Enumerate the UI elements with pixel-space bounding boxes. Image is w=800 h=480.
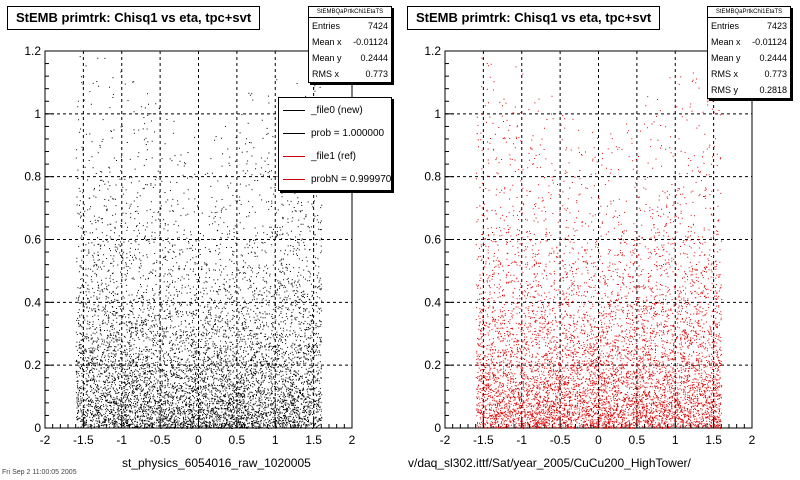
- scatter-point-set: [475, 54, 723, 430]
- legend-swatch: [283, 178, 305, 180]
- plot-title: StEMB primtrk: Chisq1 vs eta, tpc+svt: [7, 6, 261, 30]
- x-tick-label: -1.5: [473, 433, 494, 447]
- stats-value: 0.773: [764, 69, 787, 79]
- y-tick-label: 0.8: [424, 170, 441, 184]
- left-panel: -2 -1.5 -1 -0.5 0 0.5 1 1.5 2 0 0.2 0.4 0.6 0.8 1 1.2 S…: [2, 6, 392, 476]
- x-tick-label: 1.5: [305, 433, 322, 447]
- legend-swatch: [283, 109, 305, 111]
- x-tick-label: -2: [40, 433, 51, 447]
- stats-name: StEMBQaPrtkChi1EtaTS: [309, 7, 391, 18]
- y-tick-label: 0.2: [424, 358, 441, 372]
- y-tick-label: 0: [34, 421, 41, 435]
- stats-value: -0.01124: [353, 37, 388, 47]
- x-tick-label: 1: [272, 433, 279, 447]
- stats-value: 0.2444: [360, 53, 388, 63]
- legend: _file0 (new) prob = 1.000000 _file1 (ref…: [278, 97, 392, 191]
- y-tick-label: 0: [434, 421, 441, 435]
- right-panel: -2 -1.5 -1 -0.5 0 0.5 1 1.5 2 0 0.2 0.4 0.6 0.8 1 1.2 S…: [400, 0, 800, 480]
- stats-row-rms-x: RMS x 0.773: [708, 66, 790, 82]
- y-tick-label: 0.4: [424, 295, 441, 309]
- x-tick-label: -0.5: [550, 433, 571, 447]
- y-tick-label: 0.4: [24, 295, 41, 309]
- y-tick-label: 0.6: [24, 233, 41, 247]
- stats-row-mean-x: Mean x -0.01124: [309, 34, 391, 50]
- stats-label: Entries: [312, 21, 341, 31]
- stats-value: 0.773: [365, 69, 388, 79]
- stats-value: 0.2818: [759, 85, 787, 95]
- x-file-label: v/daq_sl302.ittf/Sat/year_2005/CuCu200_H…: [408, 456, 691, 470]
- x-tick-label: 1: [672, 433, 679, 447]
- stats-row-rms-y: RMS y 0.2818: [708, 82, 790, 98]
- legend-swatch: [283, 132, 305, 134]
- x-file-label: st_physics_6054016_raw_1020005: [122, 456, 311, 470]
- scatter-points: [75, 56, 323, 429]
- x-tick-label: 0.5: [629, 433, 646, 447]
- y-tick-label: 0.8: [24, 170, 41, 184]
- legend-entry-file0: _file0 (new): [283, 99, 391, 121]
- scatter-point-set: [75, 56, 323, 429]
- scatter-points: [475, 54, 723, 430]
- legend-entry-file1: _file1 (ref): [283, 145, 391, 167]
- x-tick-label: -2: [440, 433, 451, 447]
- x-tick-label: 2: [749, 433, 756, 447]
- stats-row-mean-x: Mean x -0.01124: [708, 34, 790, 50]
- stats-label: Entries: [711, 21, 740, 31]
- stats-box: StEMBQaPrtkChi1EtaTS Entries 7424 Mean x -…: [308, 6, 392, 83]
- legend-swatch: [283, 155, 305, 157]
- legend-entry-probn: probN = 0.999970: [283, 168, 391, 190]
- x-tick-label: 1.5: [705, 433, 722, 447]
- stats-label: RMS x: [711, 69, 738, 79]
- stats-label: Mean x: [711, 37, 741, 47]
- legend-label: _file0 (new): [311, 104, 363, 116]
- stats-row-entries: Entries 7424: [309, 18, 391, 34]
- scatter-plot-ref: -2 -1.5 -1 -0.5 0 0.5 1 1.5 2 0 0.2 0.4 0.6 0.8 1 1.2: [424, 44, 756, 447]
- stats-label: Mean y: [711, 53, 741, 63]
- stats-row-rms-x: RMS x 0.773: [309, 66, 391, 82]
- plot-title: StEMB primtrk: Chisq1 vs eta, tpc+svt: [407, 6, 661, 30]
- x-tick-label: 0.5: [229, 433, 246, 447]
- x-tick-label: -1.5: [73, 433, 94, 447]
- x-tick-label: 0: [195, 433, 202, 447]
- y-tick-label: 0.2: [24, 358, 41, 372]
- legend-label: prob = 1.000000: [311, 127, 385, 139]
- y-tick-label: 1.2: [24, 44, 41, 58]
- y-tick-label: 1: [434, 107, 441, 121]
- stats-label: RMS y: [711, 85, 738, 95]
- x-tick-label: -1: [116, 433, 127, 447]
- stats-value: 7423: [766, 21, 787, 31]
- x-tick-label: 2: [349, 433, 356, 447]
- stats-row-entries: Entries 7423: [708, 18, 790, 34]
- x-tick-label: -1: [516, 433, 527, 447]
- stats-box: StEMBQaPrtkChi1EtaTS Entries 7423 Mean x -…: [707, 6, 791, 99]
- stats-row-mean-y: Mean y 0.2444: [309, 50, 391, 66]
- stats-label: Mean x: [312, 37, 342, 47]
- stats-label: Mean y: [312, 53, 342, 63]
- y-tick-label: 1.2: [424, 44, 441, 58]
- date-stamp: Fri Sep 2 11:00:05 2005: [2, 469, 77, 476]
- y-tick-label: 1: [34, 107, 41, 121]
- stats-label: RMS x: [312, 69, 339, 79]
- stats-row-mean-y: Mean y 0.2444: [708, 50, 790, 66]
- legend-label: _file1 (ref): [311, 150, 357, 162]
- stats-value: 0.2444: [759, 53, 787, 63]
- x-tick-label: -0.5: [150, 433, 171, 447]
- stats-value: 7424: [367, 21, 388, 31]
- legend-label: probN = 0.999970: [311, 173, 392, 185]
- stats-name: StEMBQaPrtkChi1EtaTS: [708, 7, 790, 18]
- legend-entry-prob: prob = 1.000000: [283, 122, 391, 144]
- y-tick-label: 0.6: [424, 233, 441, 247]
- x-tick-label: 0: [595, 433, 602, 447]
- stats-value: -0.01124: [752, 37, 787, 47]
